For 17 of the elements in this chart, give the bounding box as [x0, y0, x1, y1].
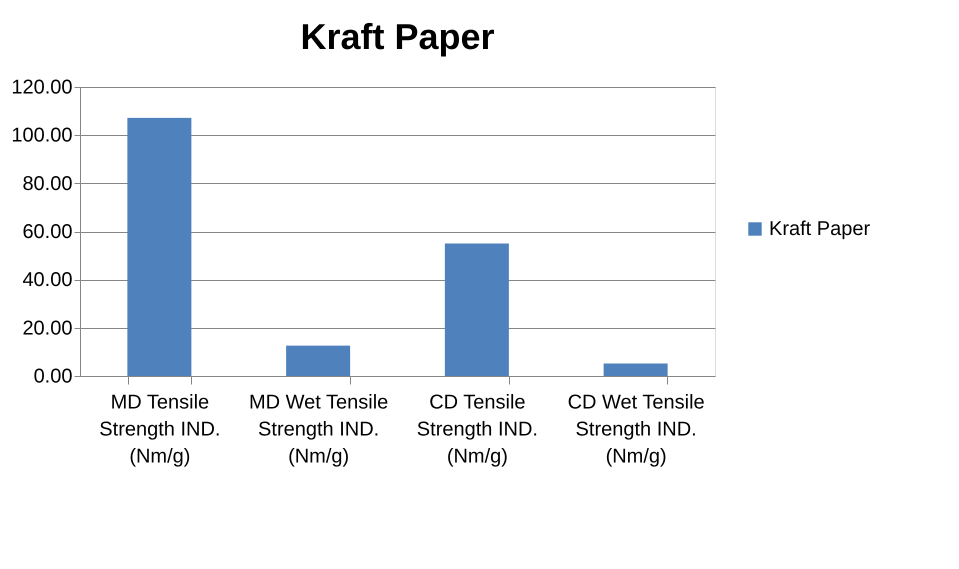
y-tick-label: 120.00	[11, 76, 72, 98]
bar	[604, 363, 668, 376]
x-tick-label: CD Tensile Strength IND. (Nm/g)	[416, 392, 538, 468]
y-tick-label: 40.00	[22, 269, 72, 292]
x-tick-label: CD Wet Tensile Strength IND. (Nm/g)	[568, 392, 705, 468]
chart-title: Kraft Paper	[300, 16, 495, 57]
y-tick-label: 0.00	[34, 366, 72, 388]
y-tick-label: 20.00	[22, 317, 72, 340]
y-tick-label: 100.00	[11, 124, 72, 147]
x-tick-label: MD Tensile Strength IND. (Nm/g)	[99, 392, 220, 468]
y-tick-label: 80.00	[22, 172, 72, 195]
bar	[444, 244, 509, 376]
y-tick-label: 60.00	[22, 221, 72, 243]
bar	[127, 118, 192, 376]
bar	[286, 346, 350, 376]
legend-label: Kraft Paper	[769, 218, 870, 240]
x-tick-label: MD Wet Tensile Strength IND. (Nm/g)	[248, 392, 388, 468]
